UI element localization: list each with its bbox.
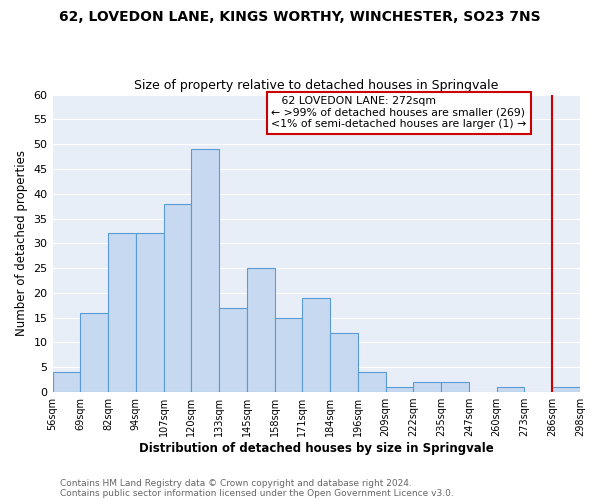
Bar <box>358 372 386 392</box>
Bar <box>441 382 469 392</box>
Bar <box>552 387 580 392</box>
Bar <box>497 387 524 392</box>
Text: 62 LOVEDON LANE: 272sqm
← >99% of detached houses are smaller (269)
<1% of semi-: 62 LOVEDON LANE: 272sqm ← >99% of detach… <box>271 96 527 129</box>
Bar <box>330 332 358 392</box>
X-axis label: Distribution of detached houses by size in Springvale: Distribution of detached houses by size … <box>139 442 494 455</box>
Title: Size of property relative to detached houses in Springvale: Size of property relative to detached ho… <box>134 79 499 92</box>
Bar <box>386 387 413 392</box>
Bar <box>413 382 441 392</box>
Text: Contains public sector information licensed under the Open Government Licence v3: Contains public sector information licen… <box>60 488 454 498</box>
Text: Contains HM Land Registry data © Crown copyright and database right 2024.: Contains HM Land Registry data © Crown c… <box>60 478 412 488</box>
Text: 62, LOVEDON LANE, KINGS WORTHY, WINCHESTER, SO23 7NS: 62, LOVEDON LANE, KINGS WORTHY, WINCHEST… <box>59 10 541 24</box>
Bar <box>136 234 164 392</box>
Bar <box>108 234 136 392</box>
Bar <box>53 372 80 392</box>
Bar <box>219 308 247 392</box>
Bar <box>191 149 219 392</box>
Bar <box>247 268 275 392</box>
Bar <box>164 204 191 392</box>
Y-axis label: Number of detached properties: Number of detached properties <box>15 150 28 336</box>
Bar <box>275 318 302 392</box>
Bar <box>302 298 330 392</box>
Bar <box>80 312 108 392</box>
